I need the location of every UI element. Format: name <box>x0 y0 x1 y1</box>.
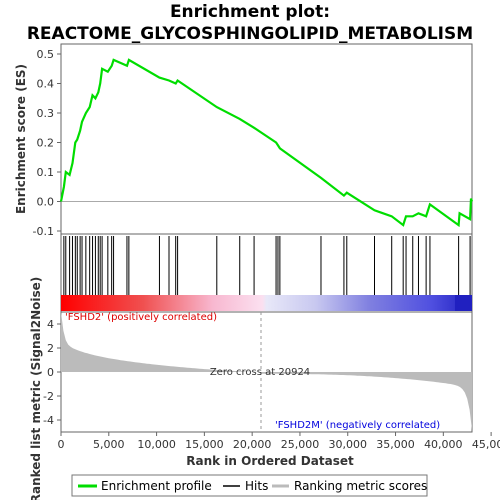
zero-cross-label: Zero cross at 20924 <box>210 367 310 378</box>
es-tick-label: -0.1 <box>33 225 54 238</box>
x-axis: 0 5,000 10,000 15,000 20,000 25,000 30,000 35,0… <box>58 432 500 451</box>
metric-tick-label: -2 <box>43 390 54 403</box>
es-tick-label: 0.5 <box>37 48 55 61</box>
metric-tick-label: -4 <box>43 414 54 427</box>
heat-strip-neg-end <box>455 295 472 311</box>
es-panel-frame <box>60 43 473 235</box>
x-tick-label: 0 <box>58 438 65 451</box>
es-y-axis: -0.1 0.0 0.1 0.2 0.3 0.4 0.5 <box>33 48 61 238</box>
es-tick-label: 0.2 <box>37 137 55 150</box>
es-tick-label: 0.0 <box>37 196 55 209</box>
x-tick-label: 15,000 <box>185 438 224 451</box>
metric-tick-label: 0 <box>47 366 54 379</box>
es-line <box>59 58 474 228</box>
metric-y-axis: -4 -2 0 2 4 <box>43 318 61 427</box>
x-tick-label: 20,000 <box>233 438 272 451</box>
legend: Enrichment profile Hits Ranking metric s… <box>71 474 428 497</box>
metric-tick-label: 2 <box>47 342 54 355</box>
es-y-axis-label: Enrichment score (ES) <box>14 64 28 214</box>
x-tick-label: 30,000 <box>328 438 367 451</box>
chart-title-line2: REACTOME_GLYCOSPHINGOLIPID_METABOLISM <box>27 24 473 44</box>
es-tick-label: 0.3 <box>37 107 55 120</box>
chart-title-line1: Enrichment plot: <box>170 2 330 22</box>
x-axis-label: Rank in Ordered Dataset <box>186 454 354 468</box>
hits-layer <box>63 236 471 295</box>
legend-label-hits: Hits <box>245 479 268 493</box>
x-tick-label: 45,000 <box>472 438 500 451</box>
legend-label-metric: Ranking metric scores <box>294 479 427 493</box>
neg-corr-label: 'FSHD2M' (negatively correlated) <box>275 420 440 431</box>
es-tick-label: 0.4 <box>37 78 55 91</box>
metric-area <box>61 312 472 431</box>
x-tick-label: 40,000 <box>424 438 463 451</box>
x-tick-label: 5,000 <box>93 438 125 451</box>
pos-corr-label: 'FSHD2' (positively correlated) <box>65 312 217 323</box>
legend-label-es: Enrichment profile <box>101 479 212 493</box>
x-tick-label: 35,000 <box>376 438 415 451</box>
legend-box <box>71 474 428 497</box>
es-tick-label: 0.1 <box>37 166 55 179</box>
x-tick-label: 10,000 <box>137 438 176 451</box>
metric-y-axis-label: Ranked list metric (Signal2Noise) <box>29 277 43 500</box>
heat-strip <box>61 295 472 311</box>
x-tick-label: 25,000 <box>281 438 320 451</box>
metric-tick-label: 4 <box>47 318 54 331</box>
